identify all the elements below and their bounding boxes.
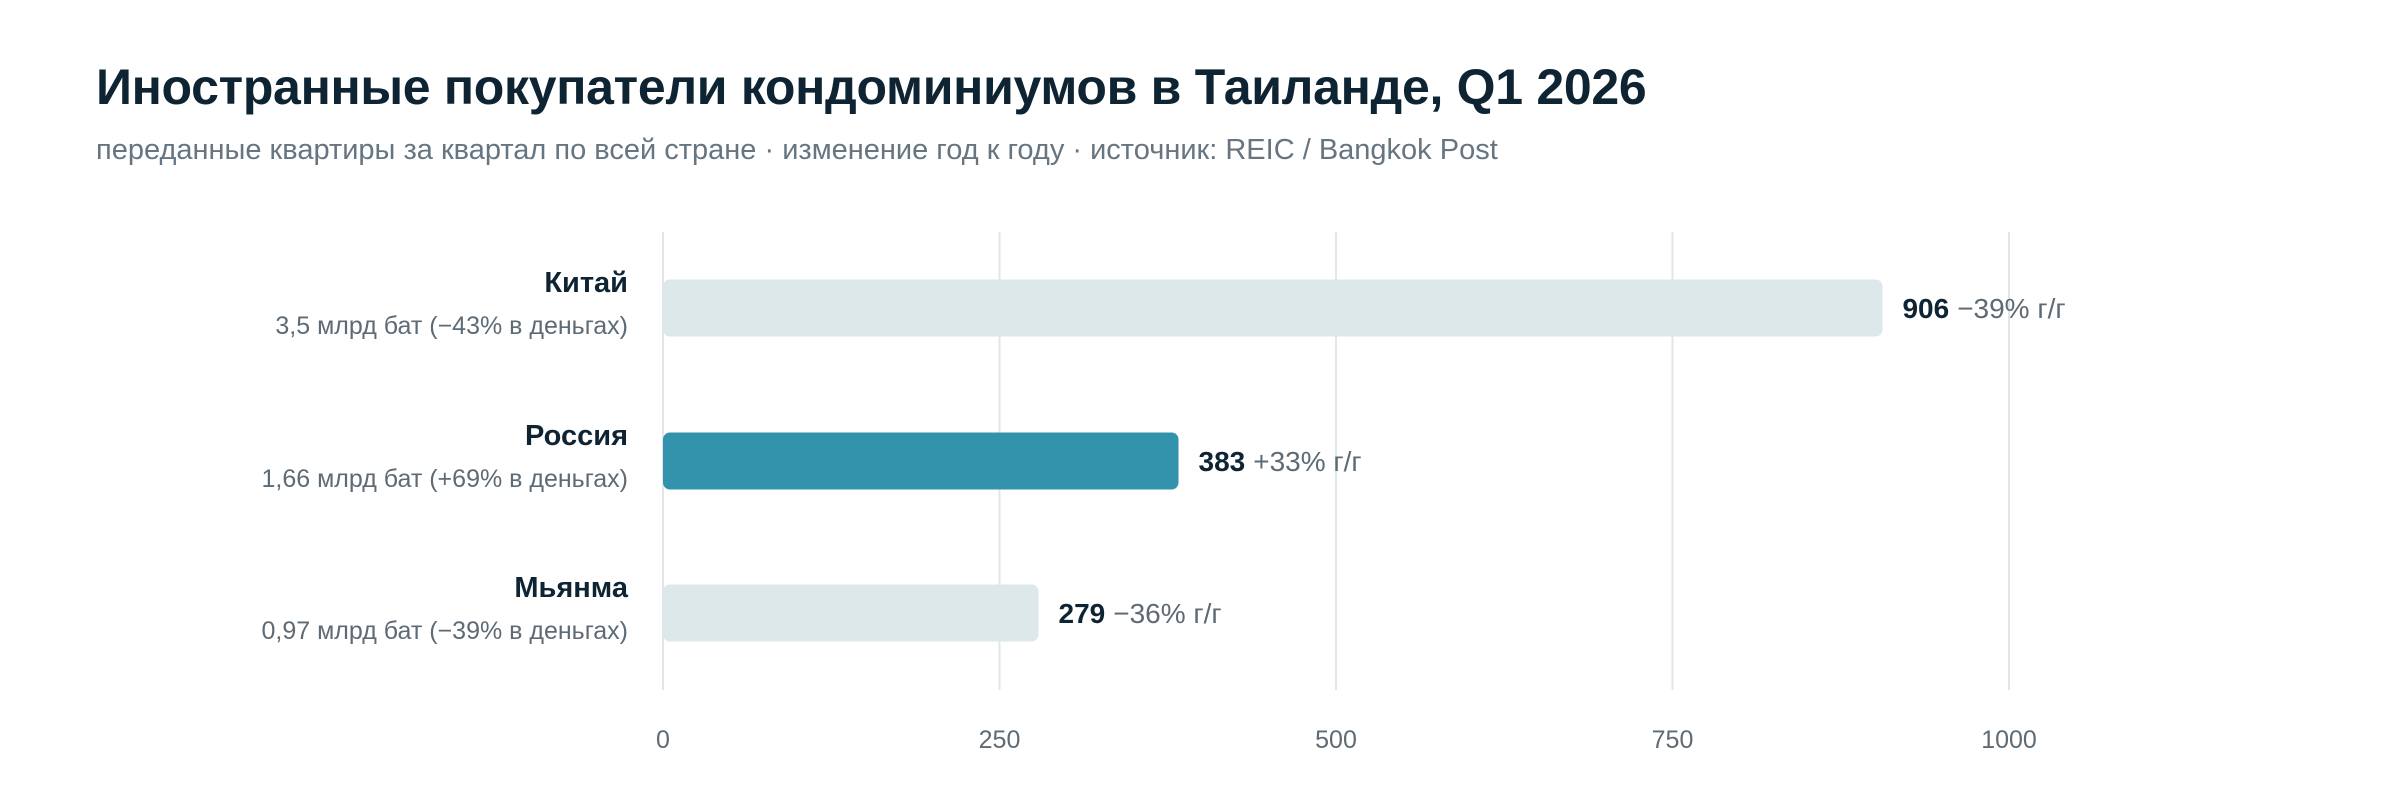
data-label: 279 −36% г/г — [1059, 598, 1222, 629]
data-label-change: −39% г/г — [1957, 293, 2065, 324]
bar — [663, 432, 1179, 490]
category-label: Китай — [544, 267, 628, 299]
x-tick-label: 0 — [656, 726, 670, 754]
x-tick-label: 750 — [1652, 726, 1694, 754]
category-label: Россия — [525, 420, 628, 452]
bar — [663, 584, 1039, 642]
data-label-change: −36% г/г — [1113, 598, 1221, 629]
bar — [663, 279, 1883, 337]
data-label: 906 −39% г/г — [1902, 293, 2065, 324]
x-axis-ticks: 0 250 500 750 1000 — [656, 726, 2037, 754]
category-note: 3,5 млрд бат (−43% в деньгах) — [275, 312, 628, 340]
data-label-value: 383 — [1199, 446, 1246, 477]
data-label-change: +33% г/г — [1253, 446, 1361, 477]
chart-subtitle: переданные квартиры за квартал по всей с… — [96, 134, 1498, 166]
data-label: 383 +33% г/г — [1199, 446, 1362, 477]
category-note: 1,66 млрд бат (+69% в деньгах) — [262, 465, 629, 493]
x-tick-label: 500 — [1315, 726, 1357, 754]
value-labels: 906 −39% г/г 383 +33% г/г 279 −36% г/г — [1059, 293, 2066, 629]
bars — [663, 279, 1883, 642]
data-label-value: 906 — [1902, 293, 1949, 324]
category-label: Мьянма — [514, 572, 628, 604]
data-label-value: 279 — [1059, 598, 1106, 629]
chart-title: Иностранные покупатели кондоминиумов в Т… — [96, 59, 1647, 115]
x-tick-label: 1000 — [1981, 726, 2037, 754]
x-tick-label: 250 — [979, 726, 1021, 754]
category-labels: Китай 3,5 млрд бат (−43% в деньгах) Россия… — [262, 267, 629, 645]
category-note: 0,97 млрд бат (−39% в деньгах) — [262, 617, 629, 645]
